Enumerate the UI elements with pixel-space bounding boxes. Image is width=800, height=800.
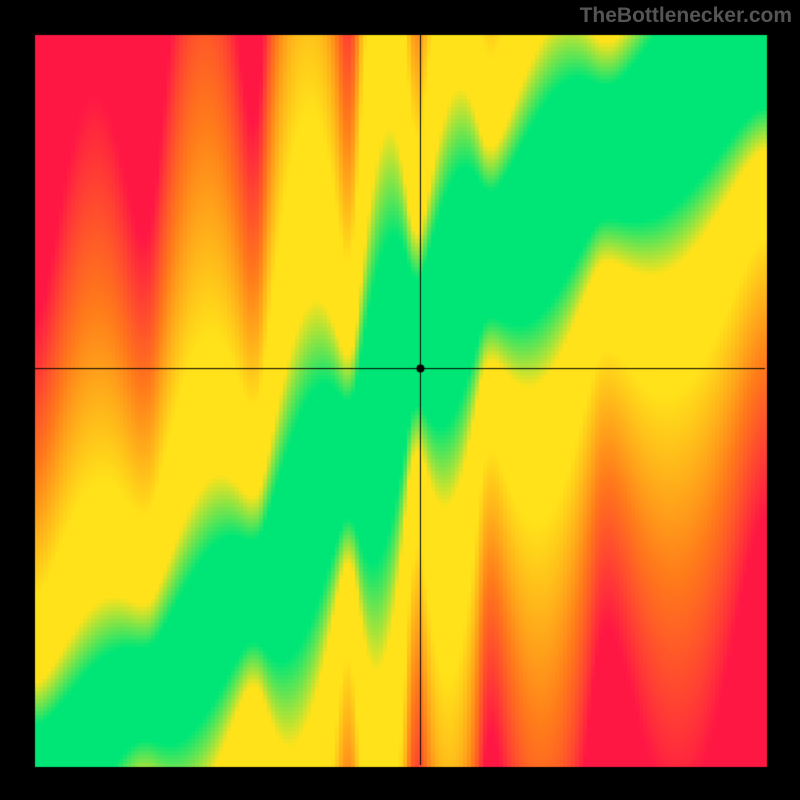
heatmap-canvas [0,0,800,800]
chart-container: TheBottlenecker.com [0,0,800,800]
watermark-text: TheBottlenecker.com [580,4,792,28]
